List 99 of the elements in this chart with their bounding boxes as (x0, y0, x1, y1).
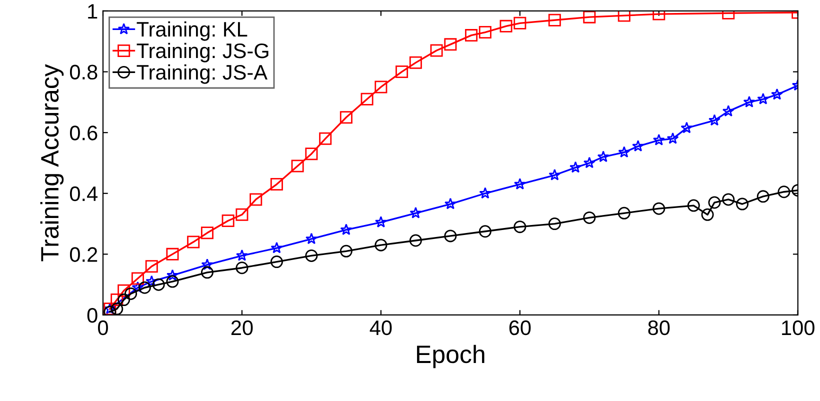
point (145, 260, 158, 273)
point (583, 10, 596, 24)
point (132, 281, 144, 293)
point (583, 211, 596, 224)
point (708, 114, 720, 126)
point (374, 238, 388, 252)
point (374, 216, 387, 228)
point (722, 193, 735, 206)
point (152, 278, 165, 291)
point (757, 92, 770, 104)
point (319, 132, 332, 145)
point (618, 10, 630, 22)
point (110, 302, 124, 315)
point (514, 220, 526, 234)
point (478, 26, 492, 39)
point (187, 236, 200, 248)
point (778, 186, 790, 198)
point (236, 208, 248, 221)
point (680, 122, 693, 134)
point (124, 287, 138, 300)
x-tick-label: 0 (98, 320, 108, 336)
point (166, 248, 179, 260)
point (701, 208, 714, 221)
point (374, 80, 388, 94)
point (514, 16, 526, 30)
legend-label: Training: JS-G (136, 42, 268, 62)
point (548, 218, 561, 230)
x-tick-label: 20 (231, 320, 253, 336)
point (597, 150, 610, 162)
point (652, 202, 666, 215)
point (118, 294, 130, 306)
point (340, 111, 352, 124)
x-tick-label: 60 (509, 320, 531, 336)
point (479, 187, 492, 199)
point (131, 272, 144, 285)
point (270, 242, 283, 254)
point (430, 44, 443, 57)
y-tick-label: 0.2 (70, 247, 98, 262)
point (409, 56, 422, 69)
point (771, 88, 783, 100)
point (500, 20, 512, 32)
point (548, 14, 561, 26)
point (250, 193, 262, 206)
y-tick-label: 0 (87, 308, 98, 323)
point (270, 178, 283, 191)
point (138, 281, 151, 294)
x-tick-label: 80 (648, 320, 670, 336)
point (236, 249, 248, 261)
y-tick-label: 0.8 (70, 64, 98, 80)
point (743, 96, 756, 108)
point (305, 232, 318, 244)
point (270, 256, 283, 268)
point (166, 275, 179, 288)
x-axis-title: Epoch (417, 344, 484, 368)
point (632, 140, 644, 152)
point (478, 225, 492, 238)
point (548, 168, 561, 180)
point (340, 224, 352, 236)
point (652, 134, 665, 146)
legend-label: Training: JS-A (136, 64, 268, 84)
point (708, 196, 721, 209)
point (201, 258, 214, 270)
point (570, 161, 582, 173)
y-tick-label: 0.4 (70, 186, 98, 202)
point (583, 156, 596, 168)
x-tick-label: 40 (370, 320, 392, 336)
point (110, 294, 124, 306)
point (444, 230, 457, 242)
point (200, 226, 214, 240)
point (444, 198, 456, 210)
point (736, 198, 749, 210)
point (756, 190, 770, 203)
point (200, 266, 214, 279)
point (514, 178, 526, 190)
point (305, 148, 318, 160)
point (722, 105, 734, 116)
point (410, 206, 422, 218)
point (166, 269, 178, 281)
point (618, 146, 630, 158)
point (222, 214, 234, 227)
point (291, 160, 304, 172)
point (118, 284, 130, 297)
y-tick-label: 1 (88, 4, 98, 19)
legend-label: Training: KL (136, 21, 248, 41)
point (618, 206, 630, 220)
point (444, 38, 457, 51)
point (396, 66, 408, 78)
point (360, 92, 374, 106)
point (340, 244, 352, 258)
point (687, 199, 700, 212)
x-tick-label: 100 (782, 320, 814, 336)
point (465, 29, 478, 42)
point (305, 249, 318, 262)
y-axis-title: Training Accuracy (40, 64, 64, 262)
y-tick-label: 0.6 (70, 126, 98, 140)
point (146, 275, 158, 287)
point (236, 262, 248, 274)
point (666, 132, 679, 144)
point (409, 234, 422, 247)
